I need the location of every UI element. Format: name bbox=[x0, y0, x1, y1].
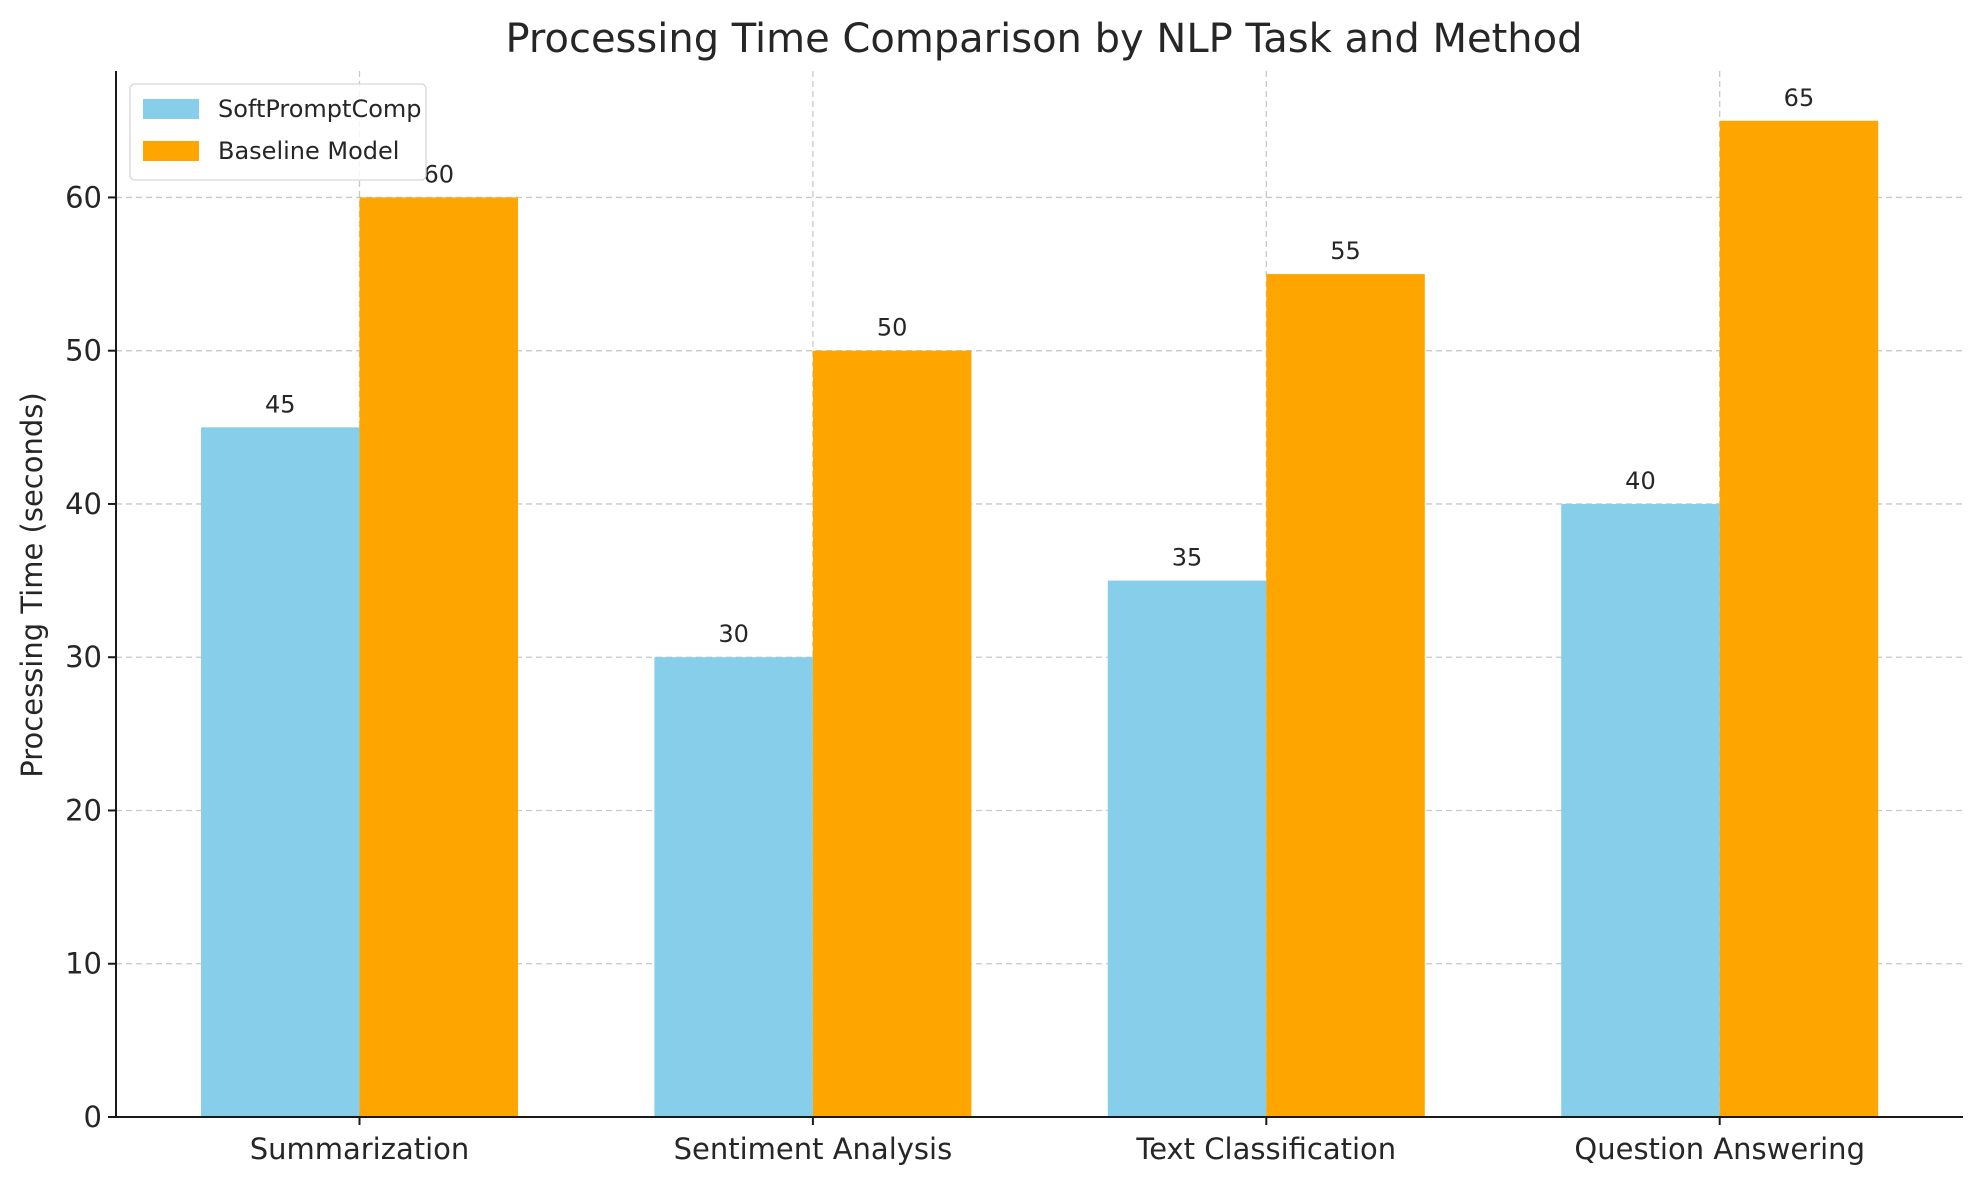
legend: SoftPromptComp Baseline Model bbox=[129, 83, 427, 181]
x-tick-label: Summarization bbox=[250, 1132, 470, 1166]
y-tick-label: 60 bbox=[65, 180, 102, 214]
bar-softpromptcomp-3 bbox=[1561, 503, 1720, 1117]
bar-value-label: 60 bbox=[423, 160, 454, 188]
legend-frame bbox=[129, 83, 427, 181]
y-tick-label: 30 bbox=[65, 640, 102, 674]
bar-value-label: 40 bbox=[1625, 467, 1656, 495]
bar-baseline-model-3 bbox=[1719, 120, 1879, 1118]
y-tick-label: 50 bbox=[65, 334, 102, 368]
chart-title: Processing Time Comparison by NLP Task a… bbox=[506, 16, 1583, 62]
y-tick-label: 40 bbox=[65, 487, 102, 521]
legend-swatch bbox=[143, 141, 199, 161]
y-axis-label: Processing Time (seconds) bbox=[15, 392, 49, 777]
bar-value-label: 30 bbox=[718, 620, 749, 648]
bar-value-label: 55 bbox=[1330, 237, 1361, 265]
legend-swatch bbox=[143, 99, 199, 119]
bar-softpromptcomp-0 bbox=[201, 427, 360, 1117]
bar-softpromptcomp-1 bbox=[654, 657, 813, 1117]
bar-softpromptcomp-2 bbox=[1107, 580, 1267, 1117]
bar-baseline-model-1 bbox=[812, 350, 972, 1117]
bar-value-label: 65 bbox=[1784, 84, 1815, 112]
bar-baseline-model-2 bbox=[1266, 274, 1425, 1118]
bars bbox=[201, 120, 1879, 1118]
legend-label: SoftPromptComp bbox=[218, 95, 422, 123]
x-tick-label: Sentiment Analysis bbox=[674, 1132, 953, 1166]
y-tick-label: 20 bbox=[65, 793, 102, 827]
bar-baseline-model-0 bbox=[359, 197, 518, 1117]
bar-value-label: 50 bbox=[877, 314, 908, 342]
data-labels: 45 30 35 40 60 50 55 65 bbox=[265, 84, 1814, 648]
x-tick-label: Text Classification bbox=[1135, 1132, 1396, 1166]
bar-value-label: 35 bbox=[1172, 544, 1203, 572]
y-tick-label: 0 bbox=[84, 1100, 102, 1134]
x-tick-label: Question Answering bbox=[1574, 1132, 1865, 1166]
y-tick-label: 10 bbox=[65, 947, 102, 981]
legend-label: Baseline Model bbox=[218, 137, 399, 165]
bar-value-label: 45 bbox=[265, 390, 296, 418]
axes: 0 10 20 30 40 50 60 Summarization Sentiment Anal… bbox=[65, 71, 1963, 1166]
